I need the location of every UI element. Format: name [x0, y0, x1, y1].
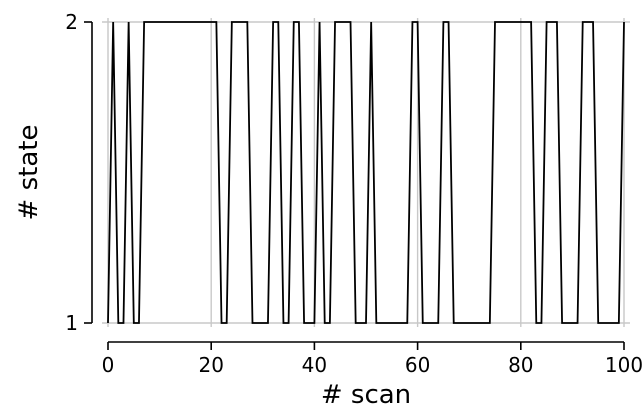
ticks: 0 20 40 60 80 100 1 2 — [65, 10, 642, 377]
x-tick-label-100: 100 — [605, 353, 642, 377]
y-tick-label-1: 1 — [65, 311, 78, 335]
x-tick-label-80: 80 — [508, 353, 533, 377]
x-axis-label: # scan — [321, 380, 411, 409]
x-tick-label-60: 60 — [405, 353, 430, 377]
x-tick-label-20: 20 — [198, 353, 223, 377]
y-axis-label: # state — [14, 125, 44, 221]
state-series-line — [107, 21, 625, 324]
axes — [91, 22, 624, 343]
series-layer — [107, 21, 625, 324]
x-tick-label-0: 0 — [102, 353, 115, 377]
y-tick-label-2: 2 — [65, 10, 78, 34]
x-tick-label-40: 40 — [302, 353, 327, 377]
